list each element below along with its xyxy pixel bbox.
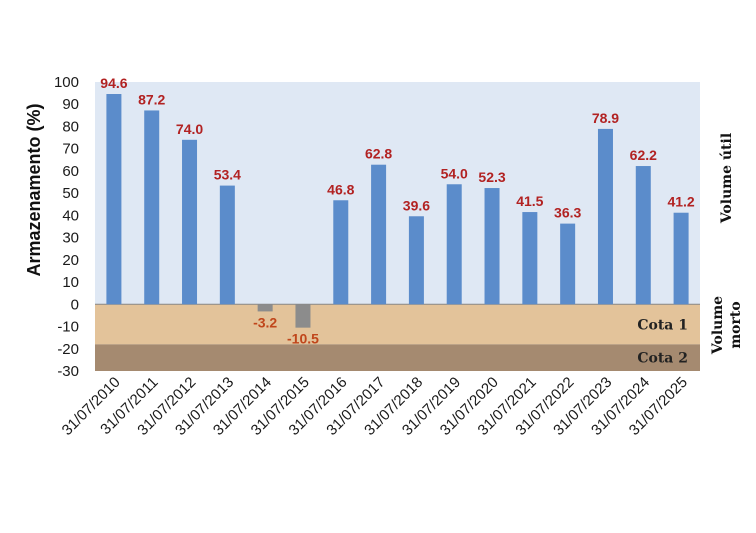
bar-31/07/2011 [144,110,160,305]
bar-31/07/2024 [635,166,651,305]
bar-31/07/2022 [560,223,576,305]
data-label: 52.3 [478,169,505,185]
y-tick-label: 90 [62,96,79,113]
data-label: 94.6 [100,75,127,91]
side-label-volume-util: Volume útil [719,133,735,224]
y-tick-label: -20 [57,341,79,358]
data-label: -3.2 [253,314,277,330]
bar-31/07/2012 [182,139,198,305]
data-label: 41.2 [667,194,694,210]
y-tick-label: 0 [71,296,79,313]
bar-31/07/2021 [522,212,538,305]
bar-31/07/2010 [106,94,122,305]
y-tick-label: 20 [62,252,79,269]
y-tick-label: 100 [54,74,79,91]
zone-band-1 [95,304,700,345]
y-tick-label: 80 [62,118,79,135]
data-label: 62.2 [630,147,657,163]
bar-31/07/2016 [333,200,349,305]
data-label: 53.4 [214,167,241,183]
bar-31/07/2020 [484,188,500,305]
side-label-volume: Volume [710,296,726,355]
zone-band-2 [95,344,700,371]
bar-31/07/2019 [446,184,462,305]
data-label: 62.8 [365,146,392,162]
bar-31/07/2017 [371,164,387,305]
data-label: 46.8 [327,181,354,197]
side-label-morto: morto [728,301,744,348]
bar-31/07/2018 [408,216,424,305]
y-tick-label: 70 [62,141,79,158]
zone-label-1: Cota 1 [637,317,688,333]
y-axis-label: Armazenamento (%) [24,103,44,276]
data-label: 41.5 [516,193,543,209]
y-tick-label: -10 [57,319,79,336]
y-tick-label: 40 [62,207,79,224]
y-tick-label: 10 [62,274,79,291]
data-label: 78.9 [592,110,619,126]
data-label: 39.6 [403,197,430,213]
data-label: 87.2 [138,91,165,107]
data-label: 74.0 [176,121,203,137]
data-label: 54.0 [441,165,468,181]
y-tick-label: -30 [57,363,79,380]
bar-31/07/2013 [219,185,235,305]
data-label: 36.3 [554,205,581,221]
bar-31/07/2014 [257,304,273,312]
bar-31/07/2015 [295,304,311,328]
data-label: -10.5 [287,331,319,347]
y-tick-label: 60 [62,163,79,180]
y-tick-label: 30 [62,230,79,247]
bar-31/07/2025 [673,212,689,305]
y-tick-label: 50 [62,185,79,202]
zone-label-2: Cota 2 [637,351,688,367]
bar-31/07/2023 [597,128,613,305]
